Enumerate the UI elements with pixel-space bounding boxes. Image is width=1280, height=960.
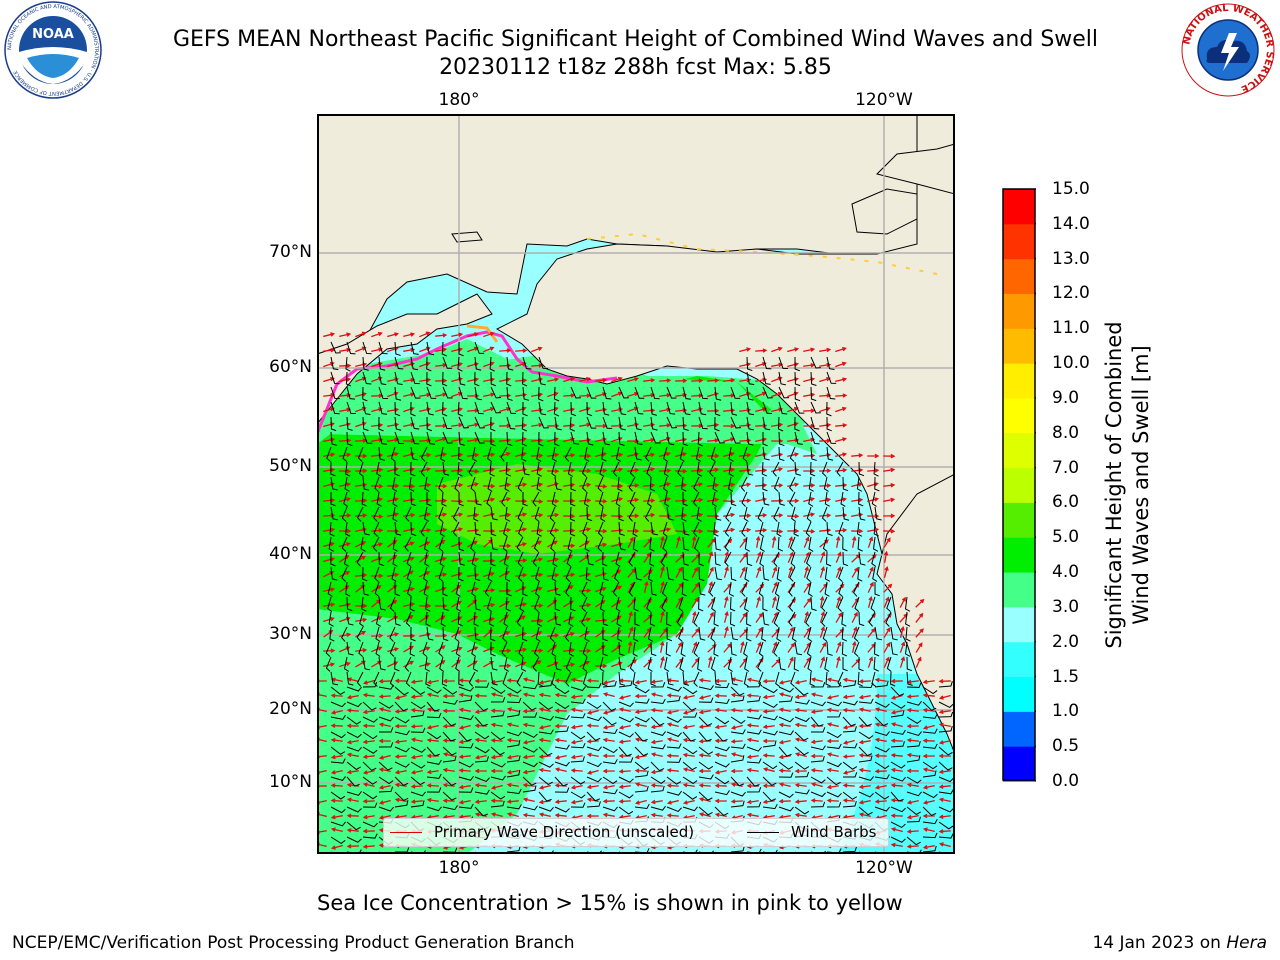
lon-label-bottom-180: 180° xyxy=(438,858,480,878)
colorbar-tick-label: 1.0 xyxy=(1052,701,1080,722)
colorbar-tick-label: 14.0 xyxy=(1052,213,1090,234)
colorbar-cell xyxy=(1003,397,1035,434)
colorbar-tick-label: 1.5 xyxy=(1052,666,1080,687)
footer-date-text: 14 Jan 2023 on xyxy=(1092,933,1227,953)
colorbar-cell xyxy=(1003,189,1035,225)
colorbar-cell xyxy=(1003,258,1035,294)
wave-direction-legend-line xyxy=(390,832,422,833)
colorbar-cell xyxy=(1003,328,1035,364)
noaa-logo-text: NOAA xyxy=(32,27,74,42)
colorbar-tick-label: 3.0 xyxy=(1052,596,1080,617)
colorbar-tick-label: 12.0 xyxy=(1052,283,1090,304)
colorbar-cell xyxy=(1003,293,1035,329)
noaa-logo: NOAA NATIONAL OCEANIC AND ATMOSPHERIC AD… xyxy=(4,1,102,99)
colorbar-cell xyxy=(1003,711,1035,747)
land-us-west xyxy=(876,473,954,753)
colorbar-title: Significant Height of Combined Wind Wave… xyxy=(1101,245,1155,725)
wind-barbs-legend-line xyxy=(747,832,779,833)
colorbar-cell xyxy=(1003,746,1035,782)
colorbar-tick-label: 11.0 xyxy=(1052,318,1090,339)
colorbar-title-line1: Significant Height of Combined xyxy=(1102,321,1126,649)
colorbar-cell xyxy=(1003,363,1035,399)
lat-label-40n: 40°N xyxy=(269,544,312,564)
colorbar-cell xyxy=(1003,223,1035,260)
colorbar-cell xyxy=(1003,606,1035,643)
wind-barbs xyxy=(325,341,954,853)
colorbar-tick-label: 0.0 xyxy=(1052,771,1080,791)
colorbar-tick-label: 8.0 xyxy=(1052,422,1080,443)
colorbar-tick-label: 13.0 xyxy=(1052,248,1090,269)
colorbar-cell xyxy=(1003,641,1035,678)
colorbar-tick-label: 7.0 xyxy=(1052,457,1080,478)
colorbar-tick-label: 15.0 xyxy=(1052,179,1090,199)
footer-host: Hera xyxy=(1226,933,1267,953)
map-legend: Primary Wave Direction (unscaled) Wind B… xyxy=(383,818,889,847)
colorbar-title-line2: Wind Waves and Swell [m] xyxy=(1129,345,1153,625)
lat-label-70n: 70°N xyxy=(269,242,312,262)
colorbar-cell xyxy=(1003,537,1035,573)
lat-label-10n: 10°N xyxy=(269,772,312,792)
footer-date: 14 Jan 2023 on Hera xyxy=(1092,932,1267,954)
colorbar-tick-label: 5.0 xyxy=(1052,527,1080,548)
colorbar-cell xyxy=(1003,432,1035,469)
lat-label-50n: 50°N xyxy=(269,456,312,476)
wind-barbs-legend-label: Wind Barbs xyxy=(791,823,877,841)
nws-logo: NATIONAL WEATHER SERVICE xyxy=(1181,3,1275,97)
chart-subtitle: 20230112 t18z 288h fcst Max: 5.85 xyxy=(439,55,832,80)
colorbar-cell xyxy=(1003,467,1035,503)
wave-height-map xyxy=(317,114,955,854)
map-gridlines xyxy=(318,115,954,853)
colorbar-tick-label: 10.0 xyxy=(1052,353,1090,374)
lat-label-30n: 30°N xyxy=(269,624,312,644)
colorbar-tick-label: 6.0 xyxy=(1052,492,1080,513)
colorbar-cell xyxy=(1003,572,1035,608)
lon-label-top-120w: 120°W xyxy=(855,90,913,110)
colorbar-tick-label: 0.5 xyxy=(1052,736,1080,757)
map-frame xyxy=(317,114,955,854)
land-russia xyxy=(318,293,493,424)
sea-ice-note: Sea Ice Concentration > 15% is shown in … xyxy=(317,891,903,915)
colorbar-cell xyxy=(1003,502,1035,538)
lon-label-top-180: 180° xyxy=(438,90,480,110)
colorbar xyxy=(1002,188,1036,782)
colorbar-tick-label: 2.0 xyxy=(1052,631,1080,652)
colorbar-tick-label: 4.0 xyxy=(1052,562,1080,583)
colorbar-tick-label: 9.0 xyxy=(1052,387,1080,408)
chart-title: GEFS MEAN Northeast Pacific Significant … xyxy=(172,27,1099,52)
arctic-island xyxy=(876,143,954,195)
lat-label-60n: 60°N xyxy=(269,357,312,377)
colorbar-cell xyxy=(1003,676,1035,712)
lon-label-bottom-120w: 120°W xyxy=(855,858,913,878)
footer-producer: NCEP/EMC/Verification Post Processing Pr… xyxy=(12,933,575,953)
wave-direction-legend-label: Primary Wave Direction (unscaled) xyxy=(434,823,695,841)
lat-label-20n: 20°N xyxy=(269,699,312,719)
